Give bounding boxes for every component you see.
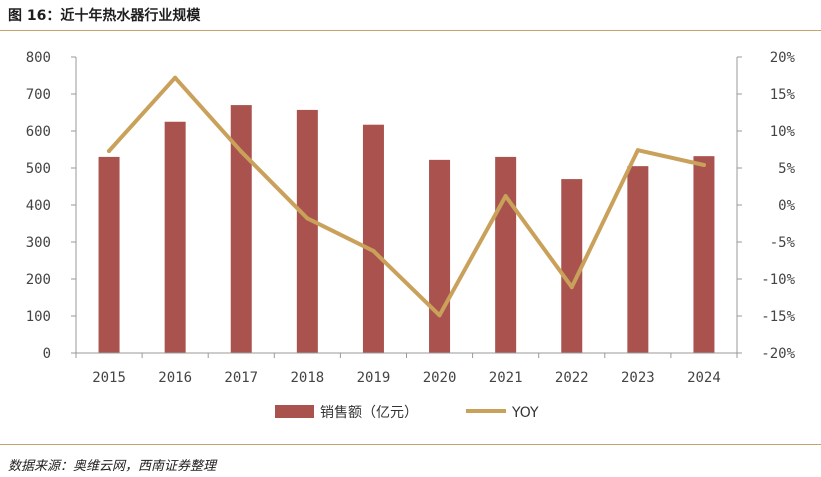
left-tick-label: 800 xyxy=(26,50,51,66)
x-tick-label: 2023 xyxy=(621,370,655,386)
legend-label-sales: 销售额（亿元） xyxy=(320,405,418,421)
x-tick-label: 2021 xyxy=(489,370,523,386)
legend: 销售额（亿元） YOY xyxy=(275,405,539,421)
x-tick-label: 2018 xyxy=(290,370,324,386)
chart-canvas: 0 100 200 300 400 500 600 700 800 -20% -15% -10% -5… xyxy=(26,50,796,421)
right-axis-ticks: -20% -15% -10% -5% 0% 5% 10% 15% 20% xyxy=(761,50,795,362)
right-tick-label: -15% xyxy=(761,309,795,325)
legend-swatch-sales xyxy=(275,405,314,418)
source-divider xyxy=(0,444,821,445)
bar-2019 xyxy=(362,124,384,354)
source-note: 数据来源：奥维云网，西南证券整理 xyxy=(8,459,217,474)
x-tick-label: 2017 xyxy=(224,370,258,386)
yoy-point-2018 xyxy=(305,216,310,221)
right-tick-label: 5% xyxy=(778,161,795,177)
yoy-point-2019 xyxy=(371,248,376,253)
bar-series xyxy=(98,105,715,354)
yoy-point-2020 xyxy=(437,313,442,318)
yoy-point-2017 xyxy=(239,149,244,154)
bar-2018 xyxy=(296,109,318,353)
left-tick-label: 200 xyxy=(26,272,51,288)
yoy-point-2023 xyxy=(635,148,640,153)
left-tick-label: 700 xyxy=(26,87,51,103)
right-tick-label: -10% xyxy=(761,272,795,288)
yoy-line xyxy=(107,75,706,318)
yoy-point-2024 xyxy=(701,163,706,168)
left-axis-ticks: 0 100 200 300 400 500 600 700 800 xyxy=(26,50,51,362)
left-tick-label: 100 xyxy=(26,309,51,325)
x-tick-label: 2015 xyxy=(92,370,126,386)
line-series xyxy=(107,75,706,318)
left-tick-label: 600 xyxy=(26,124,51,140)
axes xyxy=(71,56,742,358)
left-tick-label: 0 xyxy=(43,346,51,362)
bar-2015 xyxy=(98,156,120,353)
title-divider xyxy=(0,30,821,31)
x-tick-label: 2024 xyxy=(687,370,721,386)
x-tick-label: 2016 xyxy=(158,370,192,386)
left-tick-label: 500 xyxy=(26,161,51,177)
bar-2024 xyxy=(693,156,715,353)
yoy-point-2015 xyxy=(107,148,112,153)
bar-2023 xyxy=(627,166,649,353)
legend-label-yoy: YOY xyxy=(511,405,539,421)
bar-2020 xyxy=(429,159,451,353)
bar-2022 xyxy=(561,179,583,353)
right-tick-label: 0% xyxy=(778,198,795,214)
x-tick-label: 2022 xyxy=(555,370,589,386)
right-tick-label: -20% xyxy=(761,346,795,362)
figure-title: 图 16：近十年热水器行业规模 xyxy=(8,8,201,24)
right-tick-label: 20% xyxy=(770,50,796,66)
right-tick-label: 15% xyxy=(770,87,796,103)
yoy-point-2021 xyxy=(503,194,508,199)
x-axis-ticks: 2015 2016 2017 2018 2019 2020 2021 2022 2023 2024 xyxy=(92,370,721,386)
left-tick-label: 400 xyxy=(26,198,51,214)
x-tick-label: 2020 xyxy=(423,370,457,386)
bar-2017 xyxy=(230,105,252,353)
x-tick-label: 2019 xyxy=(357,370,391,386)
yoy-point-2016 xyxy=(173,75,178,80)
left-tick-label: 300 xyxy=(26,235,51,251)
yoy-point-2022 xyxy=(569,285,574,290)
bar-2021 xyxy=(495,156,517,353)
bar-2016 xyxy=(164,121,186,353)
right-tick-label: 10% xyxy=(770,124,796,140)
right-tick-label: -5% xyxy=(770,235,796,251)
